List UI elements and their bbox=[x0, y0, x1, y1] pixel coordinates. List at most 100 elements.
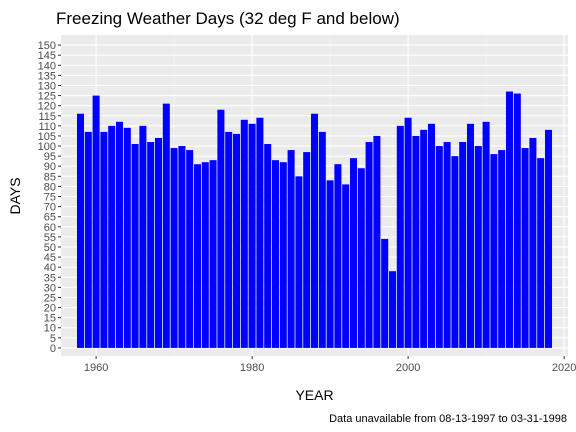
bar bbox=[420, 129, 428, 348]
bar bbox=[248, 123, 256, 348]
bar bbox=[326, 180, 334, 348]
bar bbox=[279, 162, 287, 348]
bar bbox=[232, 133, 241, 348]
bar bbox=[544, 129, 553, 348]
bar bbox=[201, 162, 209, 348]
bar bbox=[498, 150, 506, 348]
bar bbox=[178, 146, 186, 348]
bar bbox=[474, 146, 482, 348]
y-tick-label: 120 bbox=[38, 101, 56, 113]
bar bbox=[217, 109, 225, 348]
bar bbox=[123, 127, 131, 348]
y-tick-label: 140 bbox=[38, 60, 56, 72]
y-tick-label: 70 bbox=[44, 202, 56, 214]
y-tick-label: 80 bbox=[44, 181, 56, 193]
bar bbox=[225, 131, 233, 348]
y-tick-label: 100 bbox=[38, 141, 56, 153]
y-tick-label: 105 bbox=[38, 131, 56, 143]
bar bbox=[193, 164, 202, 348]
x-axis-title: YEAR bbox=[295, 387, 333, 403]
bar bbox=[186, 150, 194, 348]
y-tick-label: 150 bbox=[38, 40, 56, 52]
bar bbox=[264, 144, 272, 348]
y-tick-label: 90 bbox=[44, 161, 56, 173]
bar bbox=[357, 168, 365, 348]
bar bbox=[443, 142, 451, 348]
bar bbox=[412, 135, 420, 348]
y-tick-label: 60 bbox=[44, 222, 56, 234]
y-tick-label: 20 bbox=[44, 303, 56, 315]
y-tick-label: 65 bbox=[44, 212, 56, 224]
bar bbox=[303, 152, 311, 348]
bar bbox=[334, 164, 342, 348]
bar bbox=[537, 158, 545, 348]
y-axis: 0510152025303540455055606570758085909510… bbox=[38, 40, 61, 355]
y-tick-label: 5 bbox=[50, 333, 56, 345]
bar bbox=[287, 150, 295, 348]
y-tick-label: 115 bbox=[38, 111, 56, 123]
y-tick-label: 50 bbox=[44, 242, 56, 254]
y-tick-label: 135 bbox=[38, 70, 56, 82]
bar bbox=[342, 184, 350, 348]
bar bbox=[115, 121, 124, 348]
x-tick-label: 1980 bbox=[240, 362, 264, 374]
bar bbox=[482, 121, 490, 348]
y-tick-label: 30 bbox=[44, 282, 56, 294]
bar bbox=[310, 113, 319, 348]
bar bbox=[271, 160, 280, 348]
chart-title: Freezing Weather Days (32 deg F and belo… bbox=[56, 9, 400, 28]
bar bbox=[318, 131, 326, 348]
bar bbox=[373, 135, 381, 348]
bar bbox=[513, 93, 521, 348]
bar bbox=[295, 176, 303, 348]
chart-caption: Data unavailable from 08-13-1997 to 03-3… bbox=[329, 413, 567, 425]
bar bbox=[365, 142, 373, 348]
bar bbox=[521, 148, 529, 348]
bar bbox=[131, 144, 139, 348]
x-tick-label: 2020 bbox=[552, 362, 576, 374]
bar bbox=[490, 154, 498, 348]
y-tick-label: 45 bbox=[44, 252, 56, 264]
bar bbox=[435, 146, 443, 348]
bar bbox=[404, 117, 412, 348]
bar bbox=[459, 142, 467, 348]
bar bbox=[139, 125, 147, 348]
y-tick-label: 75 bbox=[44, 192, 56, 204]
y-tick-label: 0 bbox=[50, 343, 56, 355]
y-tick-label: 55 bbox=[44, 232, 56, 244]
y-tick-label: 35 bbox=[44, 272, 56, 284]
bar bbox=[92, 95, 100, 348]
y-tick-label: 15 bbox=[44, 313, 56, 325]
bar bbox=[451, 156, 459, 348]
y-axis-title: DAYS bbox=[7, 177, 23, 214]
bar bbox=[162, 103, 170, 348]
bar bbox=[108, 125, 116, 348]
x-tick-label: 1960 bbox=[84, 362, 108, 374]
bar bbox=[505, 91, 514, 348]
bar bbox=[240, 119, 248, 348]
bar bbox=[256, 117, 264, 348]
bar bbox=[154, 137, 163, 348]
y-tick-label: 95 bbox=[44, 151, 56, 163]
bar bbox=[381, 238, 389, 348]
bar bbox=[466, 123, 475, 348]
bar bbox=[100, 131, 108, 348]
bar bbox=[349, 158, 358, 348]
y-tick-label: 125 bbox=[38, 91, 56, 103]
bar bbox=[388, 271, 397, 348]
bar bbox=[209, 160, 217, 348]
y-tick-label: 145 bbox=[38, 50, 56, 62]
bar bbox=[147, 142, 155, 348]
bar bbox=[170, 148, 178, 348]
y-tick-label: 110 bbox=[38, 121, 56, 133]
bar bbox=[427, 123, 436, 348]
bar bbox=[84, 131, 92, 348]
x-tick-label: 2000 bbox=[396, 362, 420, 374]
x-axis: 1960 1980 2000 2020 bbox=[84, 356, 576, 374]
y-tick-label: 85 bbox=[44, 171, 56, 183]
y-tick-label: 130 bbox=[38, 80, 56, 92]
bars bbox=[76, 91, 553, 348]
y-tick-label: 40 bbox=[44, 262, 56, 274]
